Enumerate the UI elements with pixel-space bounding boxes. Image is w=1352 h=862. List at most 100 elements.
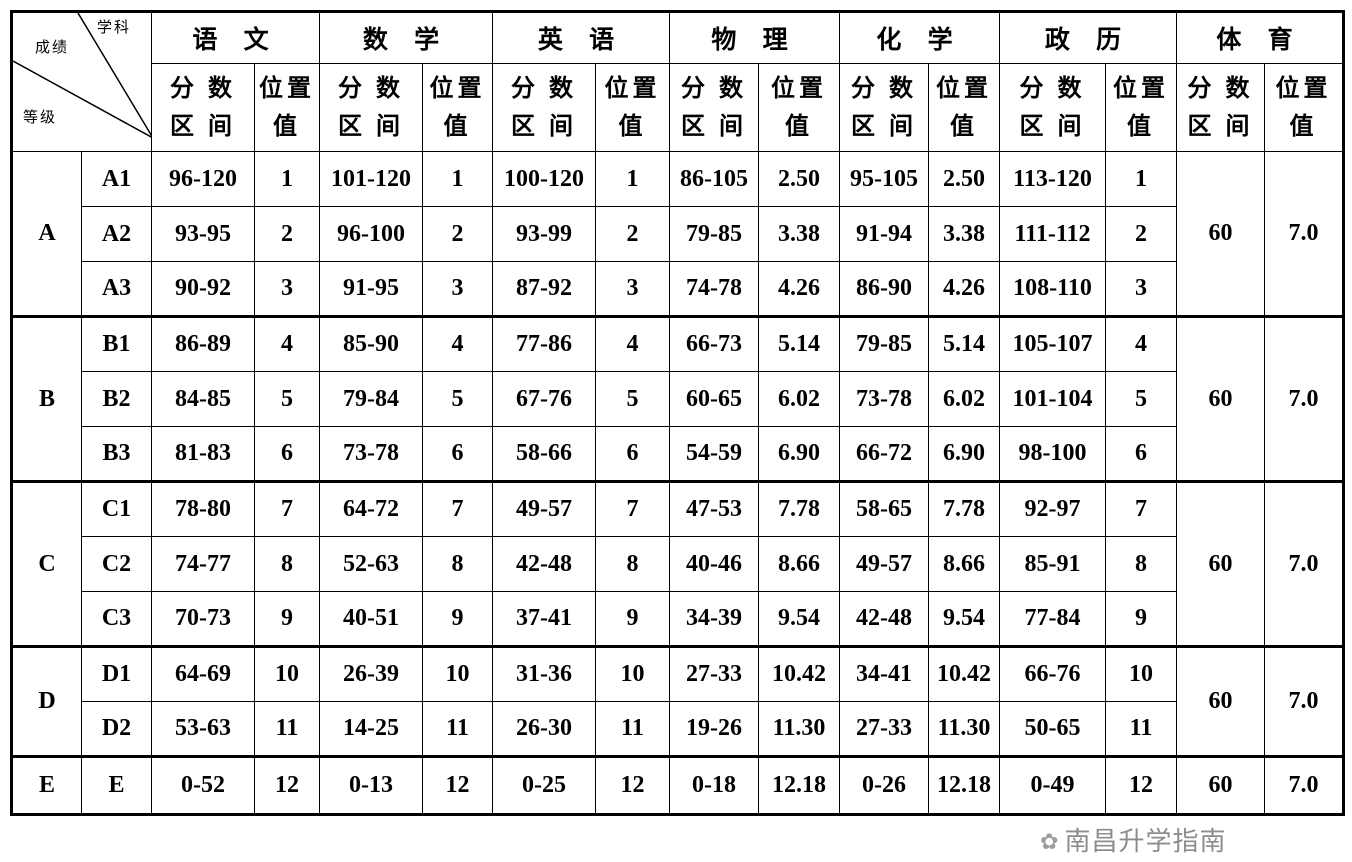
position-value-cell: 8: [595, 536, 670, 592]
position-value-cell: 2: [1105, 206, 1177, 262]
position-value-cell: 10: [422, 646, 493, 702]
pe-score-cell: 60: [1176, 316, 1265, 483]
pe-value-cell: 7.0: [1264, 151, 1344, 318]
score-range-cell: 91-95: [319, 261, 423, 318]
score-range-cell: 84-85: [151, 371, 255, 427]
position-value-cell: 5: [1105, 371, 1177, 427]
range-header-line1: 分 数: [170, 75, 236, 102]
value-header-line2: 值: [1289, 113, 1318, 140]
score-range-cell: 0-26: [839, 756, 929, 816]
score-range-cell: 73-78: [319, 426, 423, 483]
score-range-cell: 113-120: [999, 151, 1106, 207]
range-header-line2: 区 间: [851, 113, 917, 140]
score-range-cell: 14-25: [319, 701, 423, 758]
sublevel-cell: B1: [81, 316, 152, 372]
score-range-cell: 98-100: [999, 426, 1106, 483]
pe-score-cell: 60: [1176, 151, 1265, 318]
score-range-cell: 26-39: [319, 646, 423, 702]
corner-subject-label: 学科: [97, 20, 132, 36]
score-range-cell: 52-63: [319, 536, 423, 592]
level-cell: A: [11, 151, 82, 318]
position-value-cell: 6.02: [758, 371, 840, 427]
score-range-cell: 19-26: [669, 701, 759, 758]
sublevel-cell: D1: [81, 646, 152, 702]
score-range-cell: 0-18: [669, 756, 759, 816]
value-header-line2: 值: [1127, 113, 1155, 140]
range-header: 分 数区 间: [669, 63, 759, 152]
wechat-icon: ✿: [1040, 829, 1059, 854]
position-value-cell: 3.38: [928, 206, 1000, 262]
position-value-cell: 6: [254, 426, 320, 483]
position-value-cell: 1: [595, 151, 670, 207]
position-value-cell: 9.54: [928, 591, 1000, 648]
position-value-cell: 7: [1105, 481, 1177, 537]
position-value-cell: 8: [254, 536, 320, 592]
position-value-cell: 3: [422, 261, 493, 318]
score-range-cell: 49-57: [492, 481, 596, 537]
position-value-cell: 10.42: [758, 646, 840, 702]
sublevel-cell: A1: [81, 151, 152, 207]
range-header-line1: 分 数: [681, 75, 747, 102]
corner-score-label: 成绩: [35, 40, 70, 56]
score-range-cell: 78-80: [151, 481, 255, 537]
score-range-cell: 86-89: [151, 316, 255, 372]
position-value-cell: 8: [1105, 536, 1177, 592]
sublevel-cell: C2: [81, 536, 152, 592]
value-header-line1: 位置: [429, 75, 486, 102]
score-range-cell: 66-76: [999, 646, 1106, 702]
position-value-cell: 2.50: [928, 151, 1000, 207]
pe-score-cell: 60: [1176, 646, 1265, 758]
table-row: B B1 86-89 4 85-90 4 77-86 4 66-73 5.14 79-85 5.14 1…: [11, 316, 1344, 483]
range-header-line1: 分 数: [1187, 75, 1254, 102]
subject-physics: 物 理: [669, 11, 840, 64]
position-value-cell: 3: [1105, 261, 1177, 318]
value-header-line2: 值: [618, 113, 647, 140]
position-value-cell: 8.66: [928, 536, 1000, 592]
table-row: B2 84-85 5 79-84 5 67-76 5 60-65 6.02 73-78 6.02 10…: [12, 371, 1344, 427]
position-value-cell: 9: [1105, 591, 1177, 648]
table-row: C3 70-73 9 40-51 9 37-41 9 34-39 9.54 42-48 9.54 77…: [12, 591, 1344, 648]
score-range-cell: 111-112: [999, 206, 1106, 262]
sublevel-cell: C3: [81, 591, 152, 648]
score-range-cell: 66-73: [669, 316, 759, 372]
corner-grade-label: 等级: [23, 110, 58, 126]
position-value-cell: 3: [595, 261, 670, 318]
score-range-cell: 42-48: [492, 536, 596, 592]
pe-value-cell: 7.0: [1264, 316, 1344, 483]
position-value-cell: 7.78: [758, 481, 840, 537]
sublevel-cell: A3: [81, 261, 152, 318]
position-value-cell: 2: [422, 206, 493, 262]
subject-pe: 体 育: [1176, 11, 1344, 64]
score-range-cell: 58-66: [492, 426, 596, 483]
table-row: A A1 96-120 1 101-120 1 100-120 1 86-105 2.50 95-1…: [11, 151, 1344, 318]
position-value-cell: 2: [254, 206, 320, 262]
score-range-cell: 67-76: [492, 371, 596, 427]
level-cell: B: [11, 316, 82, 483]
position-value-cell: 4.26: [928, 261, 1000, 318]
position-value-cell: 6: [1105, 426, 1177, 483]
value-header: 位置值: [1105, 63, 1177, 152]
position-value-cell: 5.14: [928, 316, 1000, 372]
range-header-line1: 分 数: [851, 75, 917, 102]
score-range-cell: 64-69: [151, 646, 255, 702]
score-range-cell: 40-46: [669, 536, 759, 592]
score-range-cell: 74-77: [151, 536, 255, 592]
score-range-cell: 96-120: [151, 151, 255, 207]
score-range-cell: 60-65: [669, 371, 759, 427]
level-cell: D: [11, 646, 82, 758]
table-row: C C1 78-80 7 64-72 7 49-57 7 47-53 7.78 58-65 7.78 9…: [11, 481, 1344, 648]
position-value-cell: 9: [595, 591, 670, 648]
value-header-line2: 值: [785, 113, 813, 140]
score-range-cell: 74-78: [669, 261, 759, 318]
table-row: A3 90-92 3 91-95 3 87-92 3 74-78 4.26 86-90 4.26 10…: [12, 261, 1344, 318]
position-value-cell: 9: [254, 591, 320, 648]
position-value-cell: 9.54: [758, 591, 840, 648]
score-range-cell: 66-72: [839, 426, 929, 483]
position-value-cell: 10.42: [928, 646, 1000, 702]
score-range-cell: 85-91: [999, 536, 1106, 592]
score-range-cell: 87-92: [492, 261, 596, 318]
score-range-cell: 86-90: [839, 261, 929, 318]
range-header-line2: 区 间: [511, 113, 577, 140]
score-range-cell: 77-86: [492, 316, 596, 372]
sublevel-cell: E: [81, 756, 152, 816]
